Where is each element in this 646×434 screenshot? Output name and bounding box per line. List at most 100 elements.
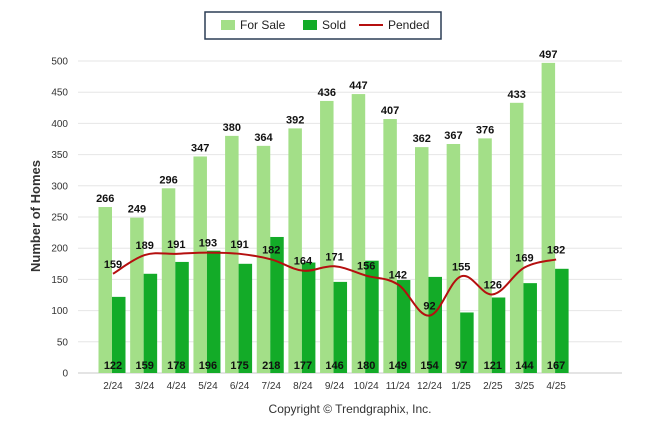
y-tick-label: 500 (51, 57, 68, 68)
data-label-for-sale: 392 (286, 114, 304, 126)
data-label-for-sale: 380 (223, 122, 241, 134)
bar-sold (301, 262, 316, 373)
data-label-for-sale: 362 (413, 133, 431, 145)
legend-swatch-for-sale (221, 20, 235, 30)
legend-swatch-sold (303, 20, 317, 30)
data-label-pended: 155 (452, 261, 470, 273)
data-label-sold: 159 (135, 360, 153, 372)
y-tick-label: 200 (51, 244, 68, 255)
bar-sold (523, 283, 537, 373)
y-tick-label: 50 (57, 337, 69, 348)
data-label-for-sale: 497 (539, 49, 557, 61)
bar-sold (365, 260, 379, 373)
x-tick-label: 8/24 (293, 381, 313, 392)
data-label-sold: 196 (199, 360, 217, 372)
x-tick-label: 5/24 (198, 381, 218, 392)
data-label-pended: 189 (135, 240, 153, 252)
data-label-sold: 180 (357, 360, 375, 372)
bar-sold (555, 268, 569, 373)
bar-for-sale (509, 102, 524, 374)
legend-label-pended: Pended (388, 18, 429, 32)
bar-sold (396, 280, 411, 373)
bar-for-sale (351, 94, 366, 374)
x-tick-label: 3/24 (135, 381, 155, 392)
pended-line-path (112, 251, 557, 317)
data-label-for-sale: 296 (159, 174, 177, 186)
bar-for-sale (478, 138, 492, 373)
y-tick-label: 150 (51, 275, 68, 286)
data-label-pended: 92 (423, 301, 435, 313)
data-labels: 266 122 249 159 296 178 347 196 380 175 364 218 392 1… (96, 49, 565, 372)
x-tick-label: 11/24 (386, 381, 411, 392)
bar-for-sale (446, 143, 461, 373)
data-label-pended: 171 (325, 251, 343, 263)
legend-box (204, 11, 442, 40)
data-label-for-sale: 447 (349, 80, 367, 92)
x-tick-label: 10/24 (354, 381, 379, 392)
data-label-pended: 191 (230, 239, 248, 251)
x-tick-label: 4/24 (167, 381, 187, 392)
y-tick-label: 0 (62, 369, 68, 380)
data-label-sold: 149 (389, 360, 407, 372)
y-tick-label: 450 (51, 88, 68, 99)
data-label-pended: 159 (104, 259, 122, 271)
bar-sold (333, 281, 348, 373)
bar-for-sale (320, 100, 334, 373)
data-label-sold: 154 (420, 360, 439, 372)
data-label-sold: 146 (325, 360, 343, 372)
data-label-pended: 182 (262, 244, 280, 256)
bar-for-sale (256, 145, 271, 373)
bars (98, 62, 569, 374)
x-tick-label: 2/24 (103, 381, 123, 392)
bar-sold (270, 236, 284, 373)
y-tick-label: 250 (51, 213, 68, 224)
bar-for-sale (225, 135, 239, 373)
data-label-for-sale: 376 (476, 124, 494, 136)
bar-sold (460, 312, 474, 373)
x-tick-label: 6/24 (230, 381, 250, 392)
bar-for-sale (288, 128, 302, 373)
y-tick-label: 300 (51, 181, 68, 192)
x-tick-label: 2/25 (483, 381, 503, 392)
x-tick-label: 1/25 (451, 381, 471, 392)
bar-for-sale (161, 188, 176, 373)
data-label-pended: 182 (547, 244, 565, 256)
pended-line (112, 251, 557, 317)
legend-label-for-sale: For Sale (240, 18, 286, 32)
data-label-for-sale: 407 (381, 105, 399, 117)
x-tick-label: 9/24 (325, 381, 345, 392)
x-tick-label: 7/24 (262, 381, 282, 392)
data-label-for-sale: 266 (96, 193, 114, 205)
bar-sold (175, 261, 189, 373)
x-tick-label: 3/25 (515, 381, 535, 392)
legend: For Sale Sold Pended (204, 11, 442, 40)
x-tick-label: 4/25 (546, 381, 566, 392)
bar-for-sale (98, 207, 112, 373)
data-label-sold: 97 (455, 360, 467, 372)
bar-for-sale (541, 62, 556, 373)
bar-sold (428, 276, 442, 373)
y-axis-ticks: 0 50 100 150 200 250 300 350 400 450 500 (51, 57, 68, 380)
grid (78, 60, 622, 374)
data-label-sold: 122 (104, 360, 122, 372)
data-label-sold: 167 (547, 360, 565, 372)
data-label-for-sale: 433 (508, 89, 526, 101)
bar-sold (206, 250, 221, 373)
data-label-sold: 218 (262, 360, 280, 372)
x-tick-label: 12/24 (417, 381, 442, 392)
data-label-for-sale: 347 (191, 142, 209, 154)
data-label-sold: 178 (167, 360, 185, 372)
bar-sold (112, 296, 126, 373)
data-label-for-sale: 364 (254, 132, 273, 144)
y-tick-label: 350 (51, 150, 68, 161)
data-label-for-sale: 249 (128, 204, 146, 216)
data-label-pended: 126 (484, 279, 502, 291)
data-label-sold: 144 (515, 360, 534, 372)
y-axis-label: Number of Homes (28, 160, 43, 272)
data-label-pended: 156 (357, 261, 375, 273)
data-label-for-sale: 436 (318, 87, 336, 99)
y-tick-label: 400 (51, 119, 68, 130)
data-label-pended: 193 (199, 238, 217, 250)
bar-for-sale (193, 156, 207, 373)
